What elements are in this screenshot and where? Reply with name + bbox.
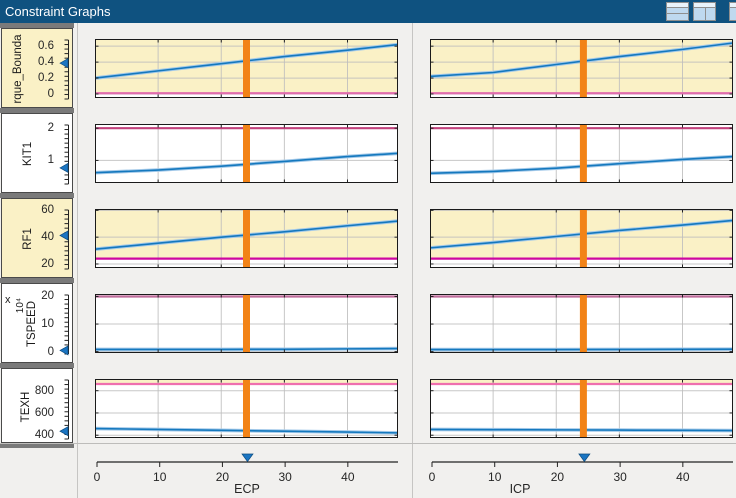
y-tick-label: 800 [34,384,54,397]
constraint-plot-ecp[interactable] [95,124,398,183]
axis-multiplier-power: 10⁴ [15,297,27,314]
y-tick-label: 0 [47,88,54,100]
y-tick-label: 0.6 [38,40,54,53]
constraint-plot-icp[interactable] [430,379,733,438]
svg-text:30: 30 [613,470,627,484]
y-tick-label: 0 [47,345,54,358]
svg-text:10: 10 [488,470,502,484]
input-axis-name: ICP [509,482,531,496]
y-tick-label: 20 [41,290,54,303]
window-titlebar[interactable]: Constraint Graphs [0,0,736,23]
svg-text:40: 40 [676,470,690,484]
svg-text:0: 0 [429,470,436,484]
y-tick-label: 0.4 [38,56,54,69]
y-tick-label: 2 [47,122,54,135]
constraint-plot-ecp[interactable] [95,39,398,98]
window-title: Constraint Graphs [5,4,111,19]
y-tick-label: 40 [41,231,54,244]
axis-multiplier-sign: x [5,294,11,306]
y-tick-label: 10 [41,318,54,331]
row-divider [0,278,74,283]
constraint-plot-ecp[interactable] [95,294,398,353]
constraint-value-slider[interactable] [58,29,73,108]
vertical-splitter-left[interactable] [77,23,78,498]
svg-text:30: 30 [278,470,292,484]
y-tick-label: 1 [47,154,54,167]
svg-text:20: 20 [216,470,230,484]
row-divider [0,363,74,368]
constraint-label-panel: rque_Bounda 0 0.2 0.4 0.6 [1,28,73,108]
svg-text:0: 0 [94,470,101,484]
y-tick-label: 600 [34,406,54,419]
row-divider [0,193,74,198]
constraint-row: TEXH 400 600 800 [0,368,736,443]
constraint-value-slider[interactable] [58,369,73,443]
horizontal-splitter-bottom [0,443,736,444]
constraint-plot-icp[interactable] [430,294,733,353]
row-divider [0,443,74,448]
row-divider [0,23,74,28]
svg-text:40: 40 [341,470,355,484]
constraint-value-slider[interactable] [58,114,73,193]
y-tick-label: 20 [41,257,54,270]
svg-text:20: 20 [551,470,565,484]
constraint-value-slider[interactable] [58,284,73,363]
input-axis-panel[interactable]: 0 10 20 30 40 ICP [413,444,736,498]
y-tick-label: 400 [34,429,54,442]
constraint-plot-icp[interactable] [430,124,733,183]
input-axis[interactable]: 0 10 20 30 40 [78,444,412,498]
constraint-plot-icp[interactable] [430,39,733,98]
constraint-row: TSPEED 0 10 20 x 10⁴ [0,283,736,363]
split-horizontal-icon[interactable] [666,2,689,21]
y-tick-label: 0.2 [38,72,54,85]
constraint-value-slider[interactable] [58,199,73,278]
split-vertical-icon[interactable] [693,2,716,21]
y-tick-label: 60 [41,204,54,217]
input-axis-name: ECP [234,482,260,496]
constraint-plot-ecp[interactable] [95,209,398,268]
constraint-label-panel: RF1 20 40 60 [1,198,73,278]
svg-text:10: 10 [153,470,167,484]
partial-window-icon[interactable] [729,2,736,21]
constraint-label-panel: TEXH 400 600 800 [1,368,73,443]
constraint-plot-ecp[interactable] [95,379,398,438]
input-axis[interactable]: 0 10 20 30 40 [413,444,736,498]
input-axis-panel[interactable]: 0 10 20 30 40 ECP [78,444,412,498]
constraint-plot-icp[interactable] [430,209,733,268]
constraint-row: RF1 20 40 60 [0,198,736,278]
vertical-splitter-middle[interactable] [412,23,413,498]
titlebar-icon-group [666,2,716,21]
row-divider [0,108,74,113]
constraint-row: rque_Bounda 0 0.2 0.4 0.6 [0,28,736,108]
constraint-label-panel: TSPEED 0 10 20 x 10⁴ [1,283,73,363]
